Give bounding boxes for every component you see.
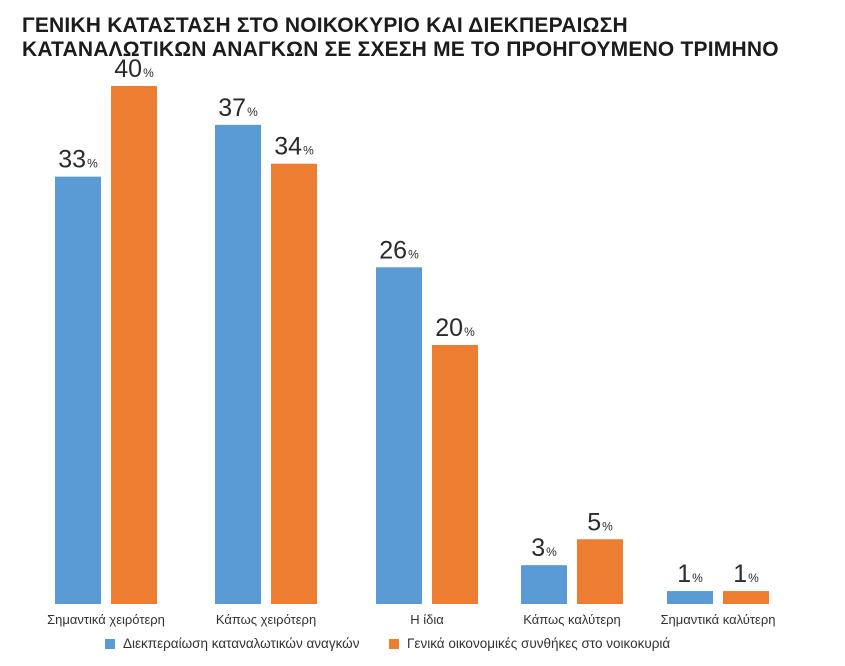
bar-value-label-2-1: 40% [114, 55, 154, 83]
bar-value-label-1-2: 37% [218, 94, 258, 122]
bar-2-1 [111, 86, 157, 604]
legend-swatch-series-2 [389, 638, 399, 649]
legend-label-series-1: Διεκπεραίωση καταναλωτικών αναγκών [123, 636, 360, 651]
bar-2-2 [271, 163, 317, 604]
bar-value-label-2-3: 20% [435, 314, 475, 342]
category-label-5: Σημαντικά καλύτερη [661, 612, 776, 627]
category-label-4: Κάπως καλύτερη [523, 612, 621, 627]
bar-value-label-1-3: 26% [379, 236, 419, 264]
category-label-1: Σημαντικά χειρότερη [47, 612, 165, 627]
bar-2-5 [723, 591, 769, 604]
legend-item-series-2: Γενικά οικονομικές συνθήκες στο νοικοκυρ… [389, 636, 670, 651]
category-label-2: Κάπως χειρότερη [216, 612, 316, 627]
bar-1-5 [667, 591, 713, 604]
bar-value-label-2-5: 1% [733, 560, 759, 588]
bar-1-4 [521, 565, 567, 604]
bar-value-label-2-2: 34% [274, 133, 314, 161]
bar-value-label-1-1: 33% [58, 146, 98, 174]
legend-label-series-2: Γενικά οικονομικές συνθήκες στο νοικοκυρ… [407, 636, 671, 651]
chart-title-line-2: ΚΑΤΑΝΑΛΩΤΙΚΩΝ ΑΝΑΓΚΩΝ ΣΕ ΣΧΕΣΗ ΜΕ ΤΟ ΠΡΟ… [22, 38, 779, 61]
bar-2-3 [432, 345, 478, 604]
chart-legend: Διεκπεραίωση καταναλωτικών αναγκών Γενικ… [0, 636, 845, 656]
bar-1-3 [376, 267, 422, 604]
bar-value-label-2-4: 5% [587, 508, 613, 536]
chart-title-line-1: ΓΕΝΙΚΗ ΚΑΤΑΣΤΑΣΗ ΣΤΟ ΝΟΙΚΟΚΥΡΙΟ ΚΑΙ ΔΙΕΚ… [22, 14, 628, 37]
chart-title: ΓΕΝΙΚΗ ΚΑΤΑΣΤΑΣΗ ΣΤΟ ΝΟΙΚΟΚΥΡΙΟ ΚΑΙ ΔΙΕΚ… [22, 14, 779, 62]
bar-chart: 33% 40% Σημαντικά χειρότερη 37% 34% Κάπως χει… [47, 55, 776, 627]
bar-1-1 [55, 176, 101, 604]
bar-1-2 [215, 124, 261, 604]
legend-swatch-series-1 [105, 638, 115, 649]
bar-value-label-1-4: 3% [531, 534, 557, 562]
bar-2-4 [577, 539, 623, 604]
legend-item-series-1: Διεκπεραίωση καταναλωτικών αναγκών [105, 636, 359, 651]
bar-value-label-1-5: 1% [677, 560, 703, 588]
category-label-3: Η ίδια [410, 612, 444, 627]
